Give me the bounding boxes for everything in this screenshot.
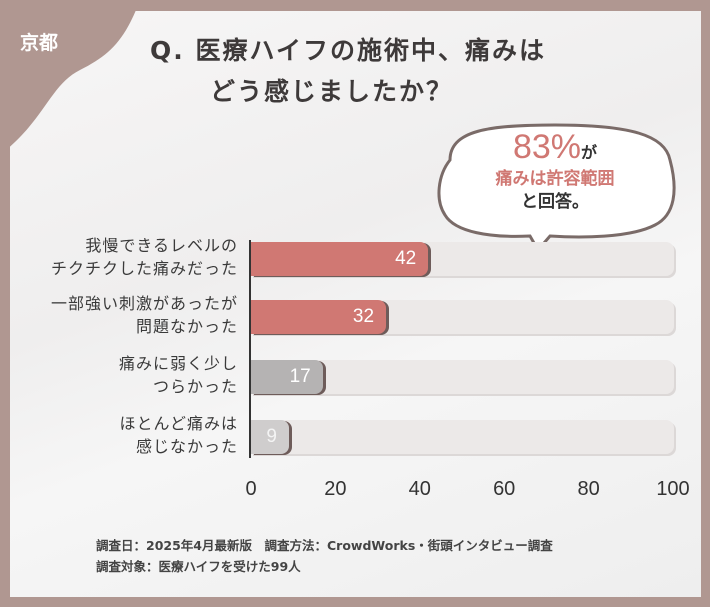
category-label: 痛みに弱く少しつらかった — [119, 352, 238, 398]
bar-value-label: 9 — [266, 426, 277, 447]
callout-ga: が — [581, 143, 598, 162]
category-label-line: 痛みに弱く少し — [118, 354, 238, 373]
category-label-line: 我慢できるレベルの — [85, 236, 238, 255]
region-label: 京都 — [20, 32, 59, 54]
x-tick-label: 0 — [245, 478, 257, 500]
category-label-line: 感じなかった — [135, 437, 238, 456]
bar-value-label: 42 — [395, 248, 417, 269]
x-tick-label: 40 — [408, 478, 431, 500]
callout-line-3: と回答。 — [521, 192, 589, 212]
title-line-1: Q. 医療ハイフの施術中、痛みは — [150, 36, 546, 65]
callout-text: 83%が 痛みは許容範囲 と回答。 — [440, 128, 670, 213]
bar-value-label: 32 — [352, 306, 375, 327]
category-label: 一部強い刺激があったが問題なかった — [51, 292, 238, 338]
category-label-line: ほとんど痛みは — [119, 414, 238, 433]
bar-track — [251, 420, 674, 454]
category-label-line: チクチクした痛みだった — [50, 259, 238, 278]
bar — [251, 300, 387, 334]
category-label: 我慢できるレベルのチクチクした痛みだった — [51, 234, 238, 280]
region-corner-shape — [0, 0, 140, 150]
x-tick-label: 60 — [493, 478, 516, 500]
y-axis-line — [249, 240, 251, 458]
callout-line-2: 痛みは許容範囲 — [495, 169, 615, 189]
category-label: ほとんど痛みは感じなかった — [119, 412, 238, 458]
page-title: Q. 医療ハイフの施術中、痛みは どう感じましたか？ — [150, 30, 690, 112]
x-tick-label: 80 — [577, 478, 600, 500]
bar-value-label: 17 — [289, 366, 311, 387]
callout-percent: 83% — [512, 128, 582, 166]
category-label-line: 問題なかった — [135, 317, 238, 336]
speech-bubble — [437, 123, 676, 250]
bar — [251, 360, 323, 394]
x-tick-label: 20 — [324, 478, 347, 500]
category-label-line: つらかった — [152, 377, 238, 396]
title-line-2: どう感じましたか？ — [210, 77, 454, 106]
footer-line-2: 調査対象：医療ハイフを受けた99人 — [96, 559, 301, 574]
bar — [251, 242, 429, 276]
x-tick-label: 100 — [656, 478, 690, 500]
category-label-line: 一部強い刺激があったが — [50, 294, 238, 313]
footer-line-1: 調査日：2025年4月最新版 調査方法：CrowdWorks・街頭インタビュー調… — [96, 538, 553, 553]
bar — [251, 420, 289, 454]
